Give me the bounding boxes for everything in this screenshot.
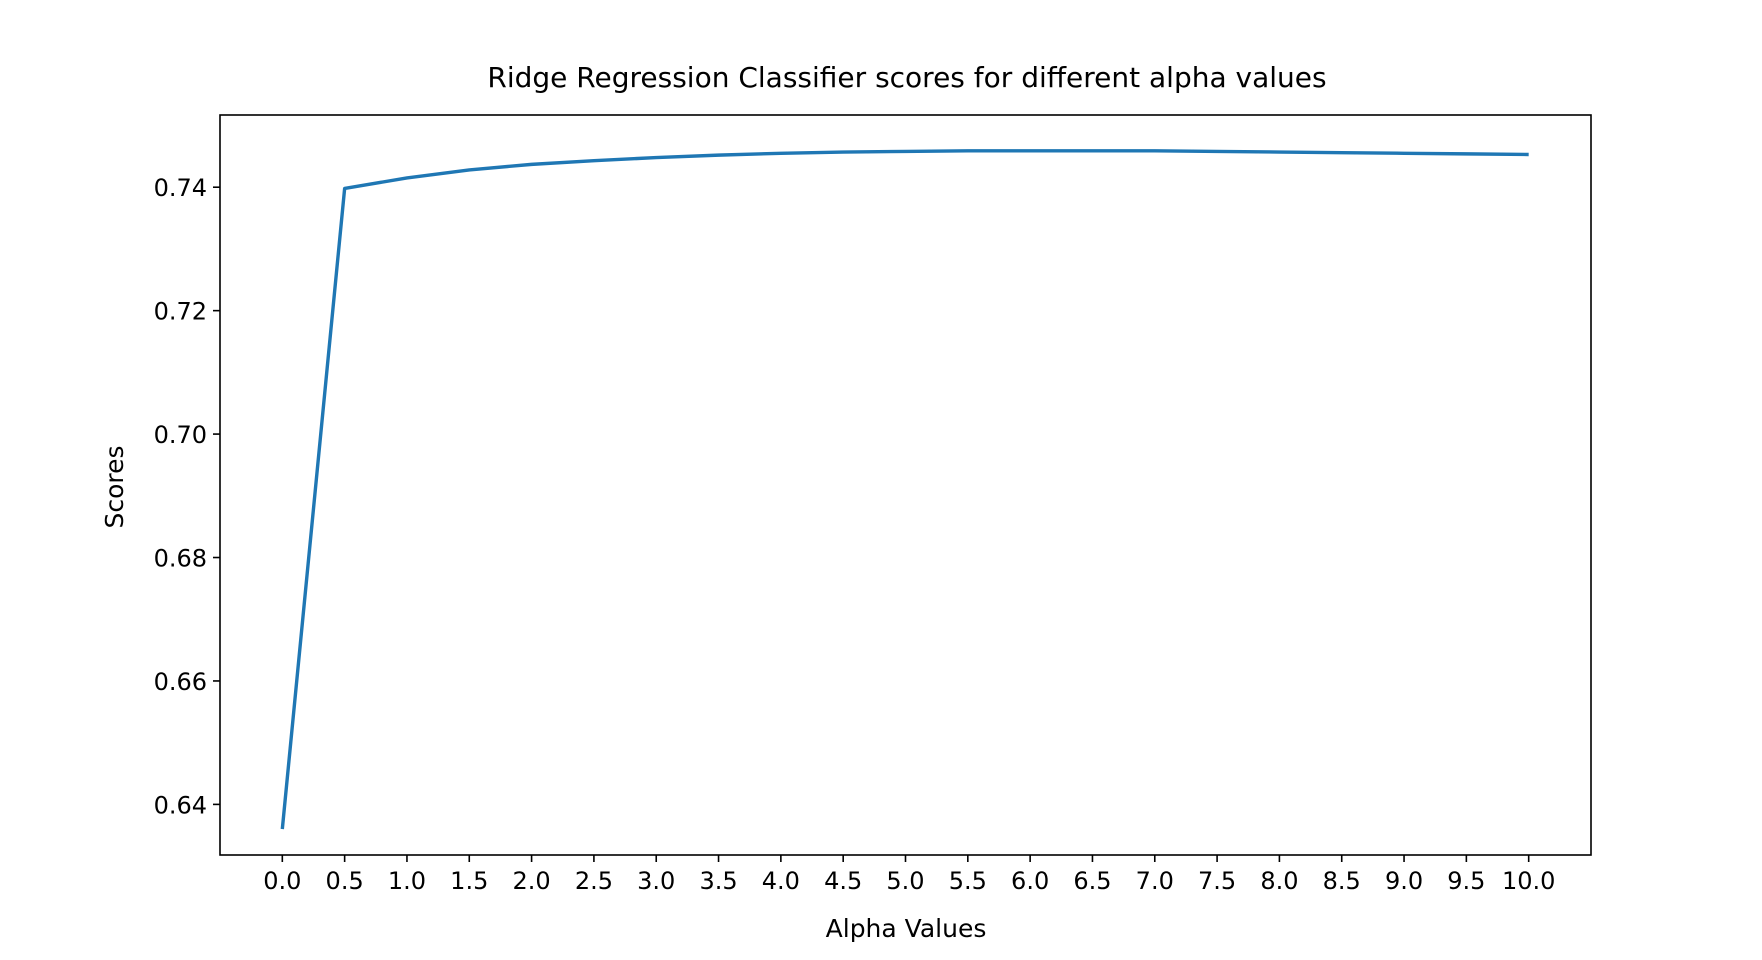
- x-tick-label: 0.5: [326, 867, 364, 895]
- y-tick-label: 0.64: [154, 791, 207, 819]
- y-tick-label: 0.66: [154, 668, 207, 696]
- x-tick-label: 7.5: [1198, 867, 1236, 895]
- x-tick-label: 5.5: [949, 867, 987, 895]
- x-tick-label: 1.5: [450, 867, 488, 895]
- x-tick-label: 10.0: [1502, 867, 1555, 895]
- x-tick-label: 0.0: [263, 867, 301, 895]
- x-axis: 0.0 0.5 1.0 1.5 2.0 2.5 3.0 3.5 4.0 4.5 5.0 5.5 6.0 6…: [263, 855, 1555, 895]
- x-axis-label: Alpha Values: [826, 914, 987, 943]
- x-tick-label: 6.5: [1073, 867, 1111, 895]
- x-tick-label: 2.0: [513, 867, 551, 895]
- chart-title: Ridge Regression Classifier scores for d…: [487, 61, 1326, 94]
- y-tick-label: 0.72: [154, 298, 207, 326]
- plot-frame: [219, 114, 1592, 856]
- x-tick-label: 3.0: [637, 867, 675, 895]
- series-line: [280, 149, 1529, 830]
- y-axis: 0.64 0.66 0.68 0.70 0.72 0.74: [154, 174, 220, 819]
- x-tick-label: 5.0: [886, 867, 924, 895]
- x-tick-label: 6.0: [1011, 867, 1049, 895]
- x-tick-label: 8.0: [1260, 867, 1298, 895]
- y-tick-label: 0.70: [154, 421, 207, 449]
- x-tick-label: 9.5: [1447, 867, 1485, 895]
- x-tick-label: 8.5: [1323, 867, 1361, 895]
- x-tick-label: 3.5: [699, 867, 737, 895]
- x-tick-label: 1.0: [388, 867, 426, 895]
- x-tick-label: 2.5: [575, 867, 613, 895]
- x-tick-label: 4.0: [762, 867, 800, 895]
- x-tick-label: 7.0: [1136, 867, 1174, 895]
- y-tick-label: 0.68: [154, 545, 207, 573]
- x-tick-label: 9.0: [1385, 867, 1423, 895]
- x-tick-label: 4.5: [824, 867, 862, 895]
- y-axis-label: Scores: [100, 445, 129, 528]
- y-tick-label: 0.74: [154, 174, 207, 202]
